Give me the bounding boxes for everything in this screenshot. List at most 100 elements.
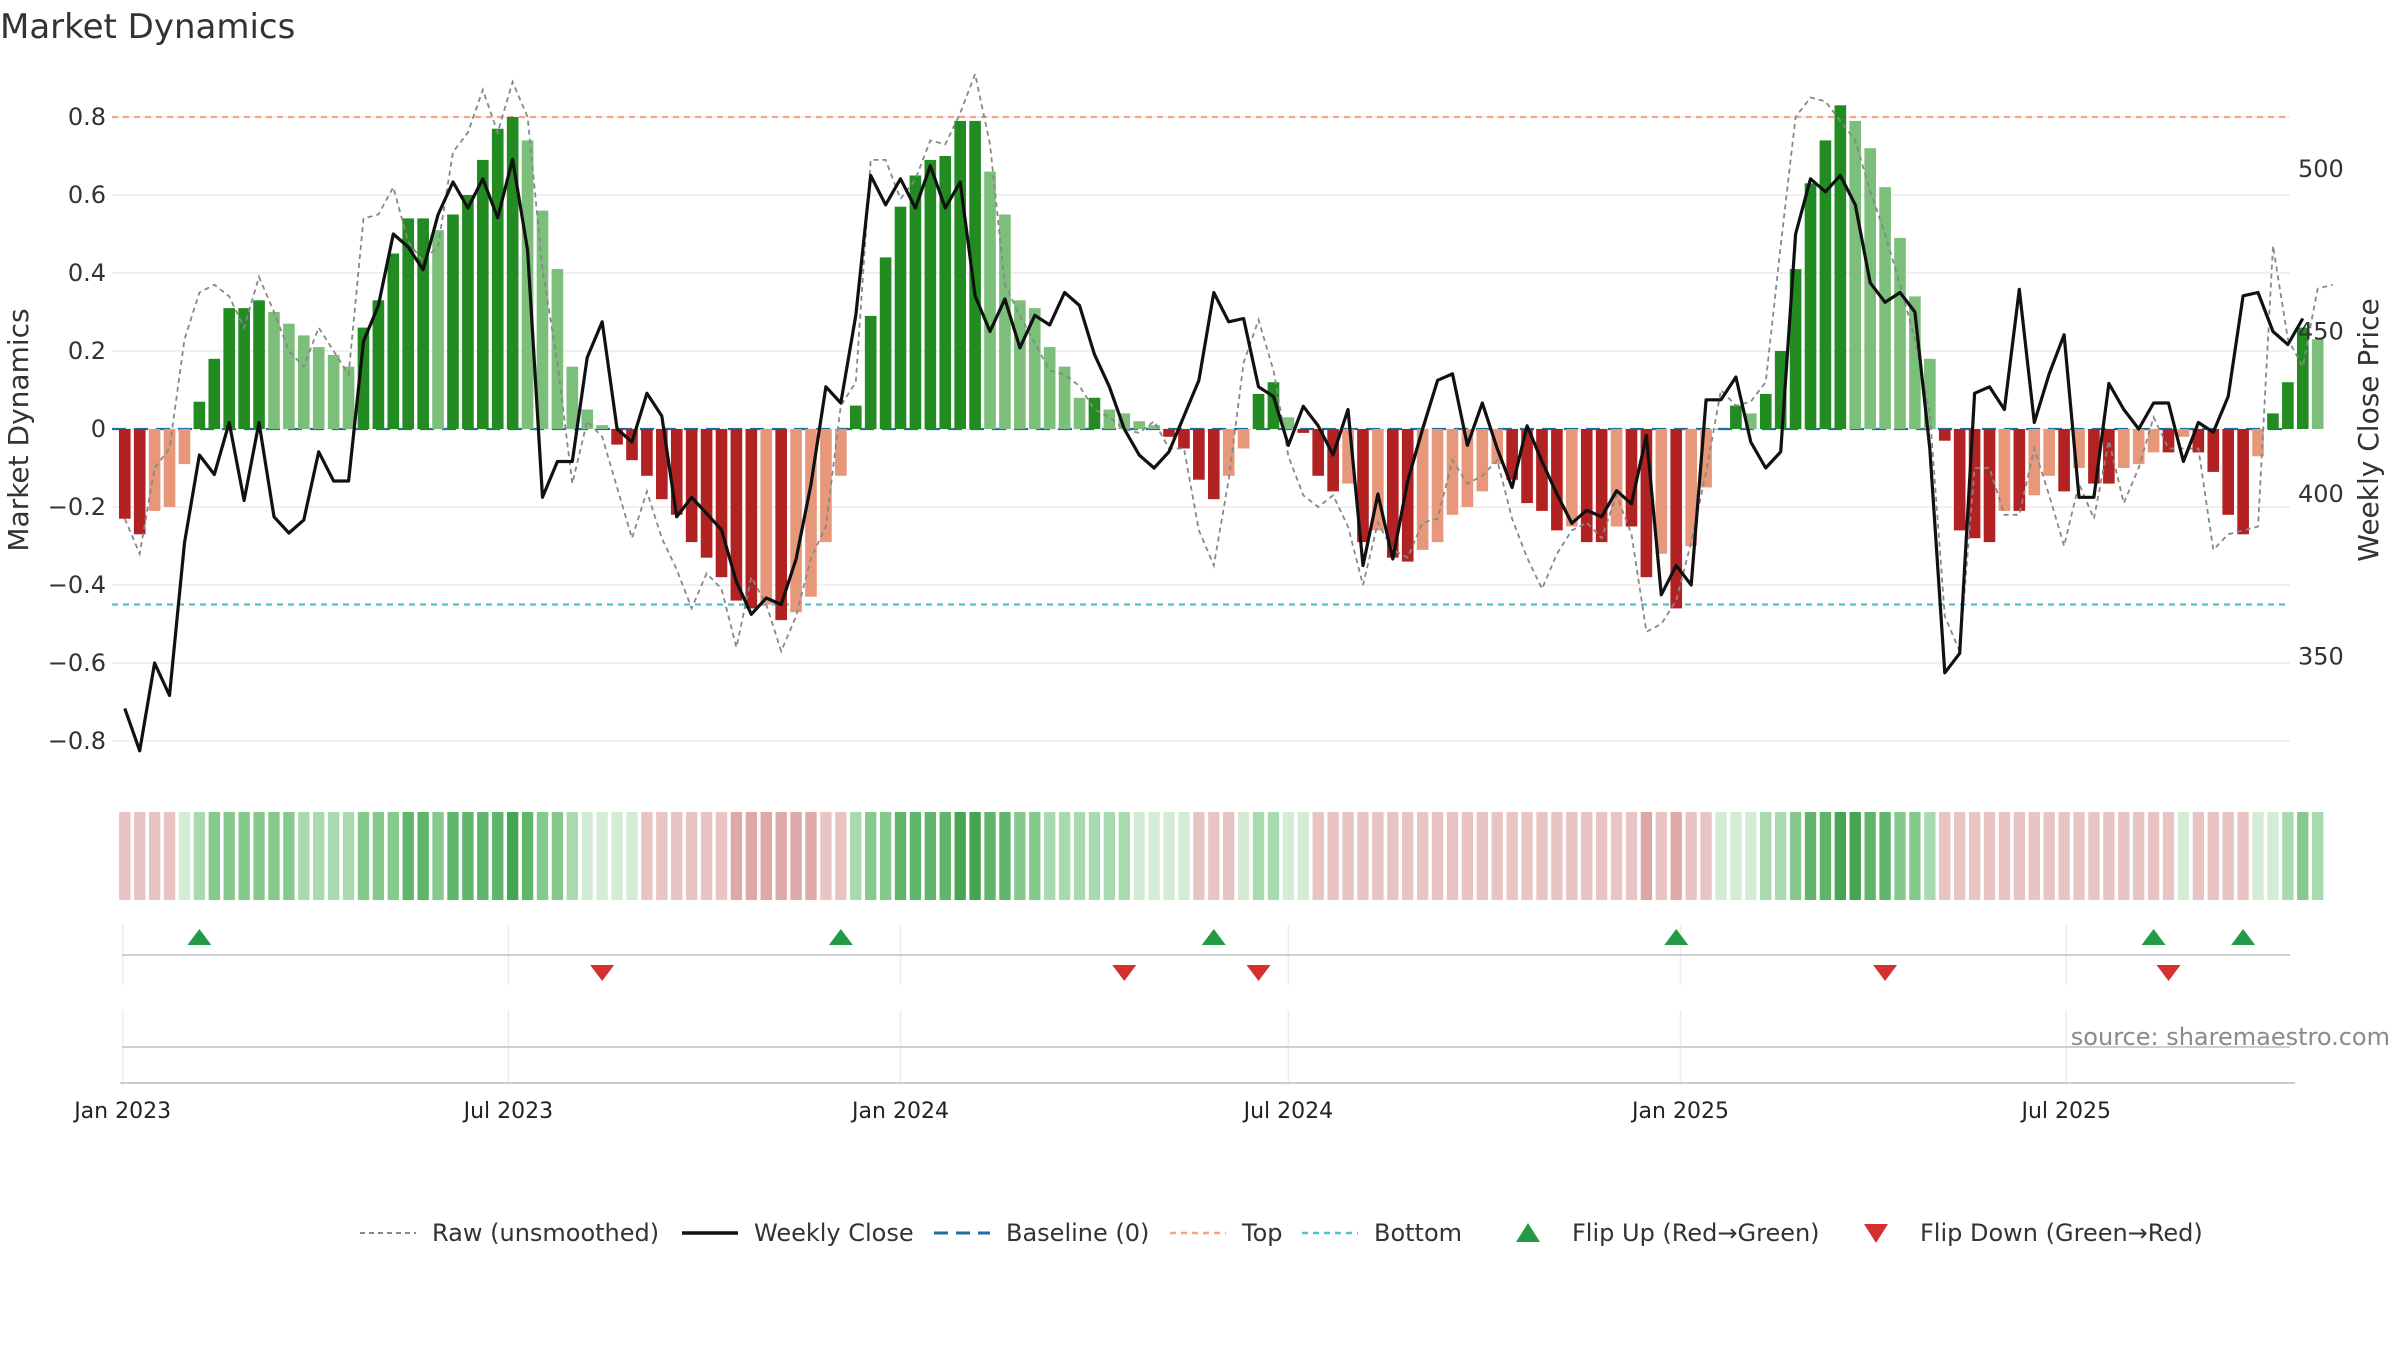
- dynamics-bar: [1849, 120, 1862, 430]
- legend-label: Baseline (0): [1006, 1219, 1149, 1247]
- dynamics-bar: [864, 315, 877, 429]
- dynamics-bar: [1730, 405, 1742, 429]
- regime-cell: [1193, 812, 1205, 900]
- flip-down-marker: [1112, 965, 1137, 981]
- dynamics-bar: [1819, 140, 1832, 429]
- regime-cell: [1148, 812, 1160, 900]
- regime-cell: [626, 812, 638, 900]
- dynamics-bar: [1207, 429, 1220, 500]
- dynamics-bar: [118, 429, 131, 519]
- regime-cell: [1446, 812, 1459, 900]
- regime-cell: [2013, 812, 2026, 900]
- flip-up-marker: [2141, 929, 2166, 945]
- regime-cell: [909, 812, 922, 900]
- regime-cell: [1118, 812, 1130, 900]
- regime-cell: [1625, 812, 1638, 900]
- y-tick-label: 0.2: [68, 337, 106, 365]
- flip-down-marker: [1246, 965, 1271, 981]
- dynamics-bar: [879, 257, 892, 429]
- dynamics-bar: [1938, 429, 1951, 441]
- regime-cell: [999, 812, 1011, 900]
- regime-cell: [119, 812, 131, 900]
- dynamics-bar: [1715, 429, 1727, 430]
- dynamics-bar: [462, 195, 474, 429]
- dynamics-bar: [357, 327, 370, 429]
- dynamics-bar: [133, 429, 146, 535]
- flip-up-marker: [1664, 929, 1689, 945]
- flip-up-marker: [2231, 929, 2256, 945]
- regime-cell: [1431, 812, 1444, 900]
- dynamics-bar: [760, 429, 773, 605]
- regime-cell: [148, 812, 161, 900]
- dynamics-bar: [2222, 429, 2235, 515]
- regime-cell: [432, 812, 444, 900]
- regime-cell: [2058, 812, 2070, 900]
- y-tick-label: −0.8: [48, 727, 106, 755]
- regime-cell: [208, 812, 220, 900]
- regime-cell: [1178, 812, 1190, 900]
- regime-cell: [1357, 812, 1369, 900]
- y-tick-label: −0.2: [48, 493, 106, 521]
- dynamics-bar: [775, 429, 787, 621]
- dynamics-bar: [1759, 393, 1772, 429]
- flip-markers: [122, 929, 2290, 1048]
- regime-cell: [1342, 812, 1354, 900]
- regime-cell: [536, 812, 549, 900]
- dynamics-bar: [551, 269, 564, 429]
- regime-cell: [1939, 812, 1951, 900]
- dynamics-bar: [2267, 413, 2279, 429]
- dynamics-bar: [2192, 429, 2205, 453]
- dynamics-bar: [2237, 429, 2249, 535]
- dynamics-bar: [1163, 429, 1175, 437]
- regime-cell: [1924, 812, 1936, 900]
- x-axis: Jan 2023 Jul 2023 Jan 2024 Jul 2024 Jan 2025…: [72, 1082, 2295, 1124]
- dynamics-bar: [2117, 429, 2130, 468]
- regime-cell: [835, 812, 847, 900]
- regime-cell: [1595, 812, 1608, 900]
- regime-cell: [1879, 812, 1891, 900]
- dynamics-bar: [1342, 429, 1354, 484]
- flip-up-marker: [187, 929, 212, 945]
- dynamics-bar: [1386, 429, 1399, 558]
- regime-cell: [1655, 812, 1667, 900]
- y-axis-right: 500 450 400 350: [2298, 155, 2344, 671]
- regime-cell: [1909, 812, 1921, 900]
- dynamics-bar: [1401, 429, 1414, 562]
- regime-cell: [1864, 812, 1876, 900]
- dynamics-bar: [193, 401, 206, 429]
- y-tick-label: −0.6: [48, 649, 106, 677]
- regime-cell: [894, 812, 907, 900]
- regime-cell: [2312, 812, 2324, 900]
- regime-cell: [1372, 812, 1384, 900]
- dynamics-bar: [924, 159, 937, 429]
- dynamics-bar: [432, 230, 444, 429]
- regime-cell: [1252, 812, 1265, 900]
- regime-cell: [1894, 812, 1906, 900]
- regime-cell: [879, 812, 892, 900]
- regime-cell: [2043, 812, 2055, 900]
- dynamics-bar: [1834, 105, 1847, 430]
- regime-cell: [581, 812, 593, 900]
- dynamics-bar: [2103, 429, 2115, 484]
- regime-cell: [1267, 812, 1280, 900]
- regime-cell: [268, 812, 280, 900]
- regime-cell: [178, 812, 191, 900]
- regime-cell: [1685, 812, 1697, 900]
- dynamics-bar: [641, 429, 653, 476]
- x-tick-label: Jan 2024: [850, 1099, 949, 1124]
- regime-cell: [2103, 812, 2115, 900]
- dynamics-bar: [1565, 429, 1578, 527]
- regime-cell: [1581, 812, 1593, 900]
- regime-cell: [1521, 812, 1533, 900]
- x-tick-label: Jan 2025: [1630, 1099, 1729, 1124]
- x-tick-label: Jul 2023: [462, 1099, 554, 1124]
- dynamics-bar: [1655, 429, 1668, 554]
- regime-cell: [298, 812, 310, 900]
- regime-cell: [1416, 812, 1429, 900]
- regime-cell: [283, 812, 295, 900]
- y2-tick-label: 400: [2298, 480, 2344, 508]
- dynamics-bar: [297, 335, 310, 429]
- regime-cell: [954, 812, 966, 900]
- dynamics-bar: [1640, 429, 1653, 578]
